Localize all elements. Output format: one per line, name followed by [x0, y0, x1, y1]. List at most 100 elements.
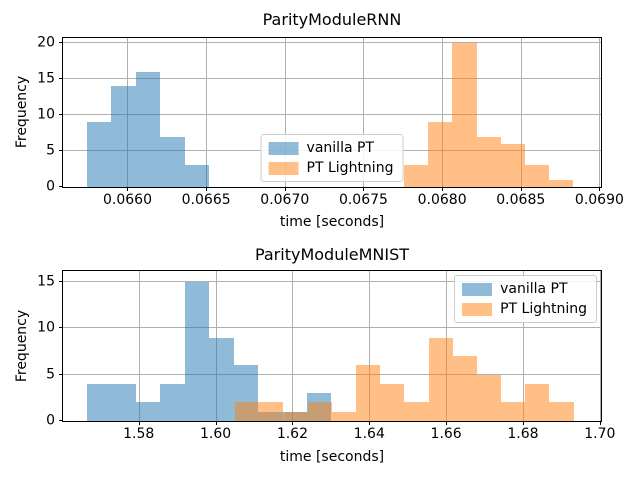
x-tick-label: 1.68 [507, 426, 539, 442]
hist-bar [111, 86, 136, 187]
legend-entry: PT Lightning [268, 160, 394, 176]
x-tick-label: 1.62 [276, 426, 308, 442]
x-tick-label: 1.70 [584, 426, 616, 442]
x-tick-mark [284, 187, 286, 191]
hist-bar [501, 402, 526, 421]
x-tick-mark [522, 421, 524, 425]
legend-swatch-pt-lightning [462, 302, 493, 316]
y-tick-mark [59, 186, 63, 187]
gridline-vertical [442, 38, 444, 187]
legend-entry: vanilla PT [268, 140, 394, 156]
hist-bar [283, 411, 308, 421]
y-tick-mark [59, 281, 63, 283]
legend: vanilla PT PT Lightning [260, 134, 404, 182]
gridline-horizontal [63, 114, 601, 116]
legend: vanilla PT PT Lightning [454, 275, 597, 323]
gridline-horizontal [63, 373, 601, 375]
x-tick-label: 0.0675 [338, 192, 388, 208]
hist-bar [87, 383, 112, 421]
hist-bar [452, 356, 477, 421]
x-axis-label: time [seconds] [279, 449, 385, 465]
legend-label: PT Lightning [500, 301, 587, 317]
y-tick-label: 15 [37, 70, 55, 87]
hist-bar [160, 136, 185, 187]
gridline-vertical [284, 38, 286, 187]
hist-bar [549, 402, 574, 421]
hist-bar [209, 337, 234, 421]
legend-swatch-pt-lightning [268, 161, 299, 175]
gridline-vertical [369, 271, 371, 421]
x-tick-label: 0.0665 [181, 192, 231, 208]
hist-bar [452, 43, 477, 187]
chart-title: ParityModuleMNIST [254, 245, 410, 264]
x-tick-label: 0.0685 [496, 192, 546, 208]
y-axis-label: Frequency [14, 75, 30, 149]
x-tick-mark [442, 187, 444, 191]
x-axis-label: time [seconds] [279, 214, 385, 230]
gridline-vertical [599, 38, 601, 187]
x-tick-mark [127, 187, 129, 191]
x-tick-mark [369, 421, 371, 425]
x-tick-mark [599, 421, 601, 425]
y-tick-label: 15 [37, 273, 55, 290]
hist-bar [184, 165, 210, 187]
hist-bar [476, 136, 501, 187]
x-tick-label: 1.64 [353, 426, 385, 442]
hist-bar [500, 143, 525, 187]
x-tick-mark [520, 187, 522, 191]
hist-bar [86, 122, 112, 187]
legend-entry: PT Lightning [462, 301, 587, 317]
hist-bar [404, 165, 429, 187]
x-tick-mark [446, 421, 448, 425]
y-tick-mark [59, 150, 63, 152]
gridline-vertical [292, 271, 294, 421]
x-tick-label: 0.0670 [260, 192, 310, 208]
chart-parity-module-rnn: ParityModuleRNN Frequency 0.0660 0.0665 0.… [14, 10, 624, 231]
y-tick-mark [59, 420, 63, 421]
x-tick-mark [215, 421, 217, 425]
x-tick-label: 1.58 [123, 426, 155, 442]
hist-bar [476, 374, 502, 421]
legend-label: vanilla PT [306, 140, 374, 156]
y-tick-label: 5 [46, 142, 55, 159]
y-tick-label: 0 [46, 412, 55, 429]
hist-bar [524, 165, 549, 187]
y-tick-label: 10 [37, 319, 55, 336]
hist-bar [428, 122, 453, 187]
x-tick-label: 1.66 [430, 426, 462, 442]
hist-bar [259, 402, 284, 421]
x-tick-label: 1.60 [199, 426, 232, 442]
x-tick-mark [138, 421, 140, 425]
hist-bar [135, 71, 161, 187]
legend-swatch-vanilla-pt [268, 141, 299, 155]
gridline-horizontal [63, 327, 601, 329]
hist-bar [404, 402, 429, 421]
y-tick-mark [59, 373, 63, 375]
hist-bar [135, 402, 161, 421]
gridline-vertical [520, 38, 522, 187]
y-tick-mark [59, 114, 63, 116]
y-tick-mark [59, 327, 63, 329]
x-tick-label: 0.0660 [102, 192, 152, 208]
x-tick-mark [363, 187, 365, 191]
y-tick-label: 0 [46, 178, 55, 195]
gridline-horizontal [63, 78, 601, 80]
x-tick-mark [599, 187, 601, 191]
hist-bar [380, 383, 405, 421]
plot-area: 1.58 1.60 1.62 1.64 1.66 1.68 1.70 0 5 10 15 vanill… [37, 270, 615, 442]
hist-bar [184, 282, 210, 421]
x-tick-label: 0.0680 [417, 192, 467, 208]
legend-label: PT Lightning [306, 160, 394, 176]
hist-bar [235, 402, 260, 421]
chart-title: ParityModuleRNN [262, 10, 402, 29]
hist-bar [356, 365, 381, 421]
y-tick-label: 20 [37, 34, 55, 51]
x-tick-label: 0.0690 [574, 192, 624, 208]
y-tick-mark [59, 78, 63, 80]
hist-bar [307, 402, 332, 421]
gridline-vertical [206, 38, 208, 187]
hist-bar [428, 337, 453, 421]
legend-entry: vanilla PT [462, 281, 587, 297]
hist-bar [525, 383, 550, 421]
